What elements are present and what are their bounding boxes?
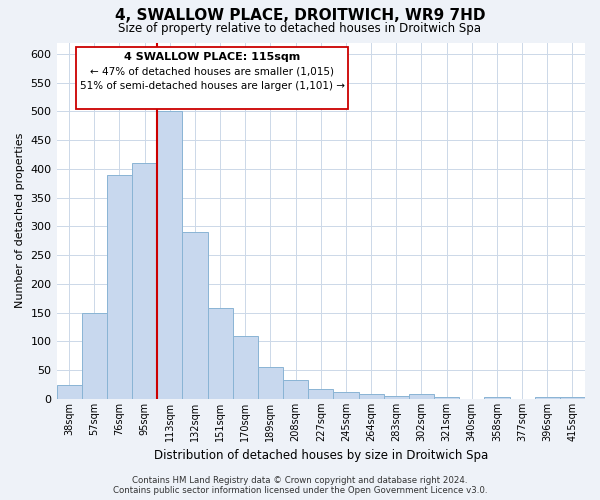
Bar <box>258 368 283 399</box>
Bar <box>56 384 82 399</box>
Text: Size of property relative to detached houses in Droitwich Spa: Size of property relative to detached ho… <box>119 22 482 35</box>
Bar <box>359 394 383 399</box>
Text: 4, SWALLOW PLACE, DROITWICH, WR9 7HD: 4, SWALLOW PLACE, DROITWICH, WR9 7HD <box>115 8 485 22</box>
Bar <box>334 392 359 399</box>
Bar <box>82 312 107 399</box>
Bar <box>182 232 208 399</box>
Text: 4 SWALLOW PLACE: 115sqm: 4 SWALLOW PLACE: 115sqm <box>124 52 300 62</box>
Bar <box>409 394 434 399</box>
Bar <box>283 380 308 399</box>
Bar <box>107 174 132 399</box>
Bar <box>383 396 409 399</box>
X-axis label: Distribution of detached houses by size in Droitwich Spa: Distribution of detached houses by size … <box>154 450 488 462</box>
Bar <box>434 397 459 399</box>
Text: 51% of semi-detached houses are larger (1,101) →: 51% of semi-detached houses are larger (… <box>80 81 344 91</box>
Text: ← 47% of detached houses are smaller (1,015): ← 47% of detached houses are smaller (1,… <box>90 66 334 76</box>
FancyBboxPatch shape <box>76 46 348 108</box>
Bar <box>157 112 182 399</box>
Text: Contains HM Land Registry data © Crown copyright and database right 2024.
Contai: Contains HM Land Registry data © Crown c… <box>113 476 487 495</box>
Y-axis label: Number of detached properties: Number of detached properties <box>15 133 25 308</box>
Bar <box>233 336 258 399</box>
Bar <box>308 388 334 399</box>
Bar <box>208 308 233 399</box>
Bar <box>484 397 509 399</box>
Bar <box>535 397 560 399</box>
Bar <box>560 397 585 399</box>
Bar <box>132 163 157 399</box>
